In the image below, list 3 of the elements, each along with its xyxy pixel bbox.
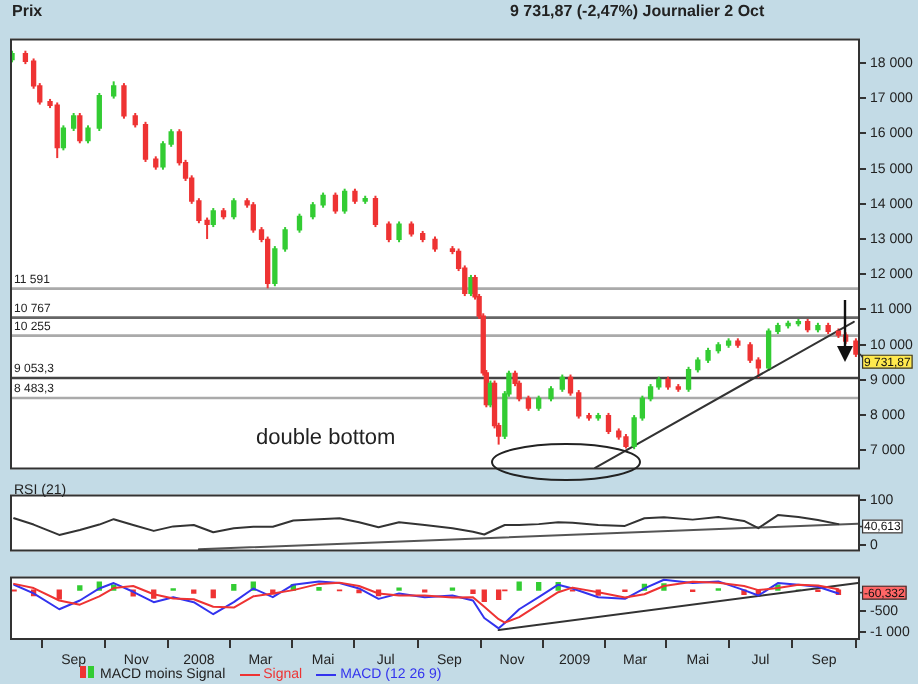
annotation: double bottom bbox=[248, 426, 404, 450]
y-axis-title: Prix bbox=[12, 2, 43, 20]
chart-title: 9 731,87 (-2,47%) Journalier 2 Oct bbox=[510, 2, 765, 20]
